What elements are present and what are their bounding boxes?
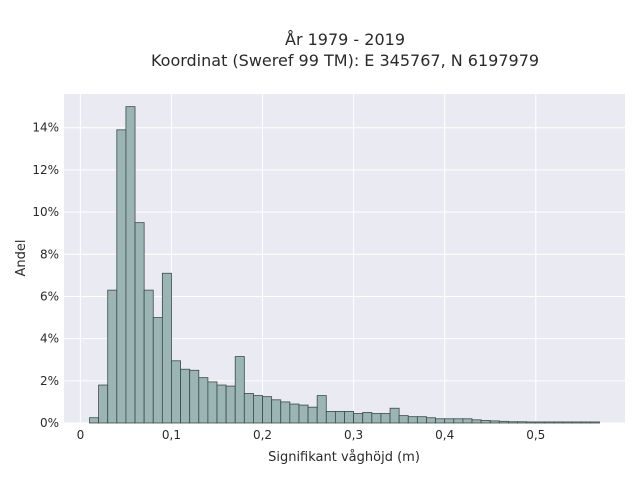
histogram-bar: [562, 421, 573, 424]
x-axis-label: Signifikant våghöjd (m): [268, 450, 420, 465]
histogram-bar: [225, 385, 236, 424]
histogram-bar: [161, 272, 172, 424]
x-tick-label: 0,1: [162, 428, 181, 442]
histogram-bar: [216, 384, 227, 424]
histogram-bar: [435, 418, 446, 424]
histogram-bar: [307, 406, 318, 424]
y-axis-ticks: 0% 2% 4% 6% 8% 10% 12% 14%: [32, 121, 59, 430]
histogram-bar: [107, 289, 118, 424]
histogram-bar: [198, 377, 209, 424]
histogram-bar: [480, 420, 491, 424]
histogram-bar: [371, 413, 382, 424]
histogram-bar: [407, 416, 418, 424]
histogram-bar: [389, 407, 400, 424]
histogram-bar: [289, 403, 300, 424]
histogram-bar: [398, 415, 409, 424]
histogram-bar: [234, 356, 245, 424]
x-tick-label: 0,4: [435, 428, 454, 442]
histogram-bar: [508, 421, 518, 424]
y-tick-label: 0%: [40, 416, 59, 430]
y-tick-label: 12%: [32, 163, 59, 177]
histogram-bar: [325, 411, 336, 424]
y-tick-label: 14%: [32, 121, 59, 135]
histogram-bar: [243, 393, 254, 424]
histogram-bar: [125, 106, 136, 424]
histogram-bar: [253, 395, 263, 424]
histogram-bar: [334, 411, 345, 424]
y-tick-label: 2%: [40, 374, 59, 388]
histogram-bar: [416, 416, 427, 424]
histogram-bar: [362, 412, 373, 424]
histogram-bar: [98, 384, 109, 424]
histogram-bar: [444, 418, 455, 424]
histogram-bar: [535, 421, 546, 424]
histogram-bar: [553, 421, 564, 424]
histogram-bar: [489, 420, 500, 424]
histogram-bar: [280, 401, 291, 424]
histogram-bar: [589, 421, 600, 424]
chart-title-line1: År 1979 - 2019: [285, 30, 405, 49]
histogram-bar: [180, 368, 191, 424]
histogram-bar: [426, 417, 436, 424]
histogram-bar: [152, 317, 163, 424]
y-tick-label: 10%: [32, 205, 59, 219]
histogram-bar: [544, 421, 555, 424]
y-axis-label: Andel: [14, 240, 29, 277]
x-tick-label: 0,3: [344, 428, 363, 442]
x-tick-label: 0,5: [526, 428, 545, 442]
histogram-bar: [207, 381, 218, 424]
histogram-bar: [89, 417, 100, 424]
y-tick-label: 4%: [40, 332, 59, 346]
x-axis-ticks: 0 0,1 0,2 0,3 0,4 0,5: [77, 428, 546, 442]
x-tick-label: 0: [77, 428, 85, 442]
histogram-bar: [580, 421, 591, 424]
histogram-bar: [116, 129, 127, 424]
histogram-bar: [298, 404, 309, 424]
histogram-bar: [353, 413, 364, 424]
histogram-bar: [498, 420, 509, 424]
histogram-bar: [344, 411, 355, 424]
histogram-bar: [189, 369, 200, 424]
histogram-bar: [134, 222, 145, 424]
histogram-bar: [571, 421, 582, 424]
y-tick-label: 8%: [40, 247, 59, 261]
x-tick-label: 0,2: [253, 428, 272, 442]
histogram-bar: [316, 395, 327, 424]
histogram-bar: [143, 289, 154, 424]
histogram-bar: [471, 419, 482, 424]
histogram-bar: [262, 396, 273, 424]
histogram-bars: [89, 106, 600, 424]
histogram-bar: [271, 399, 282, 424]
chart-title-line2: Koordinat (Sweref 99 TM): E 345767, N 61…: [151, 51, 539, 70]
histogram-bar: [462, 418, 473, 424]
histogram-bar: [171, 360, 181, 424]
histogram-bar: [453, 418, 464, 424]
y-tick-label: 6%: [40, 289, 59, 303]
histogram-bar: [526, 421, 537, 424]
histogram-bar: [380, 413, 391, 424]
histogram-bar: [517, 421, 528, 424]
